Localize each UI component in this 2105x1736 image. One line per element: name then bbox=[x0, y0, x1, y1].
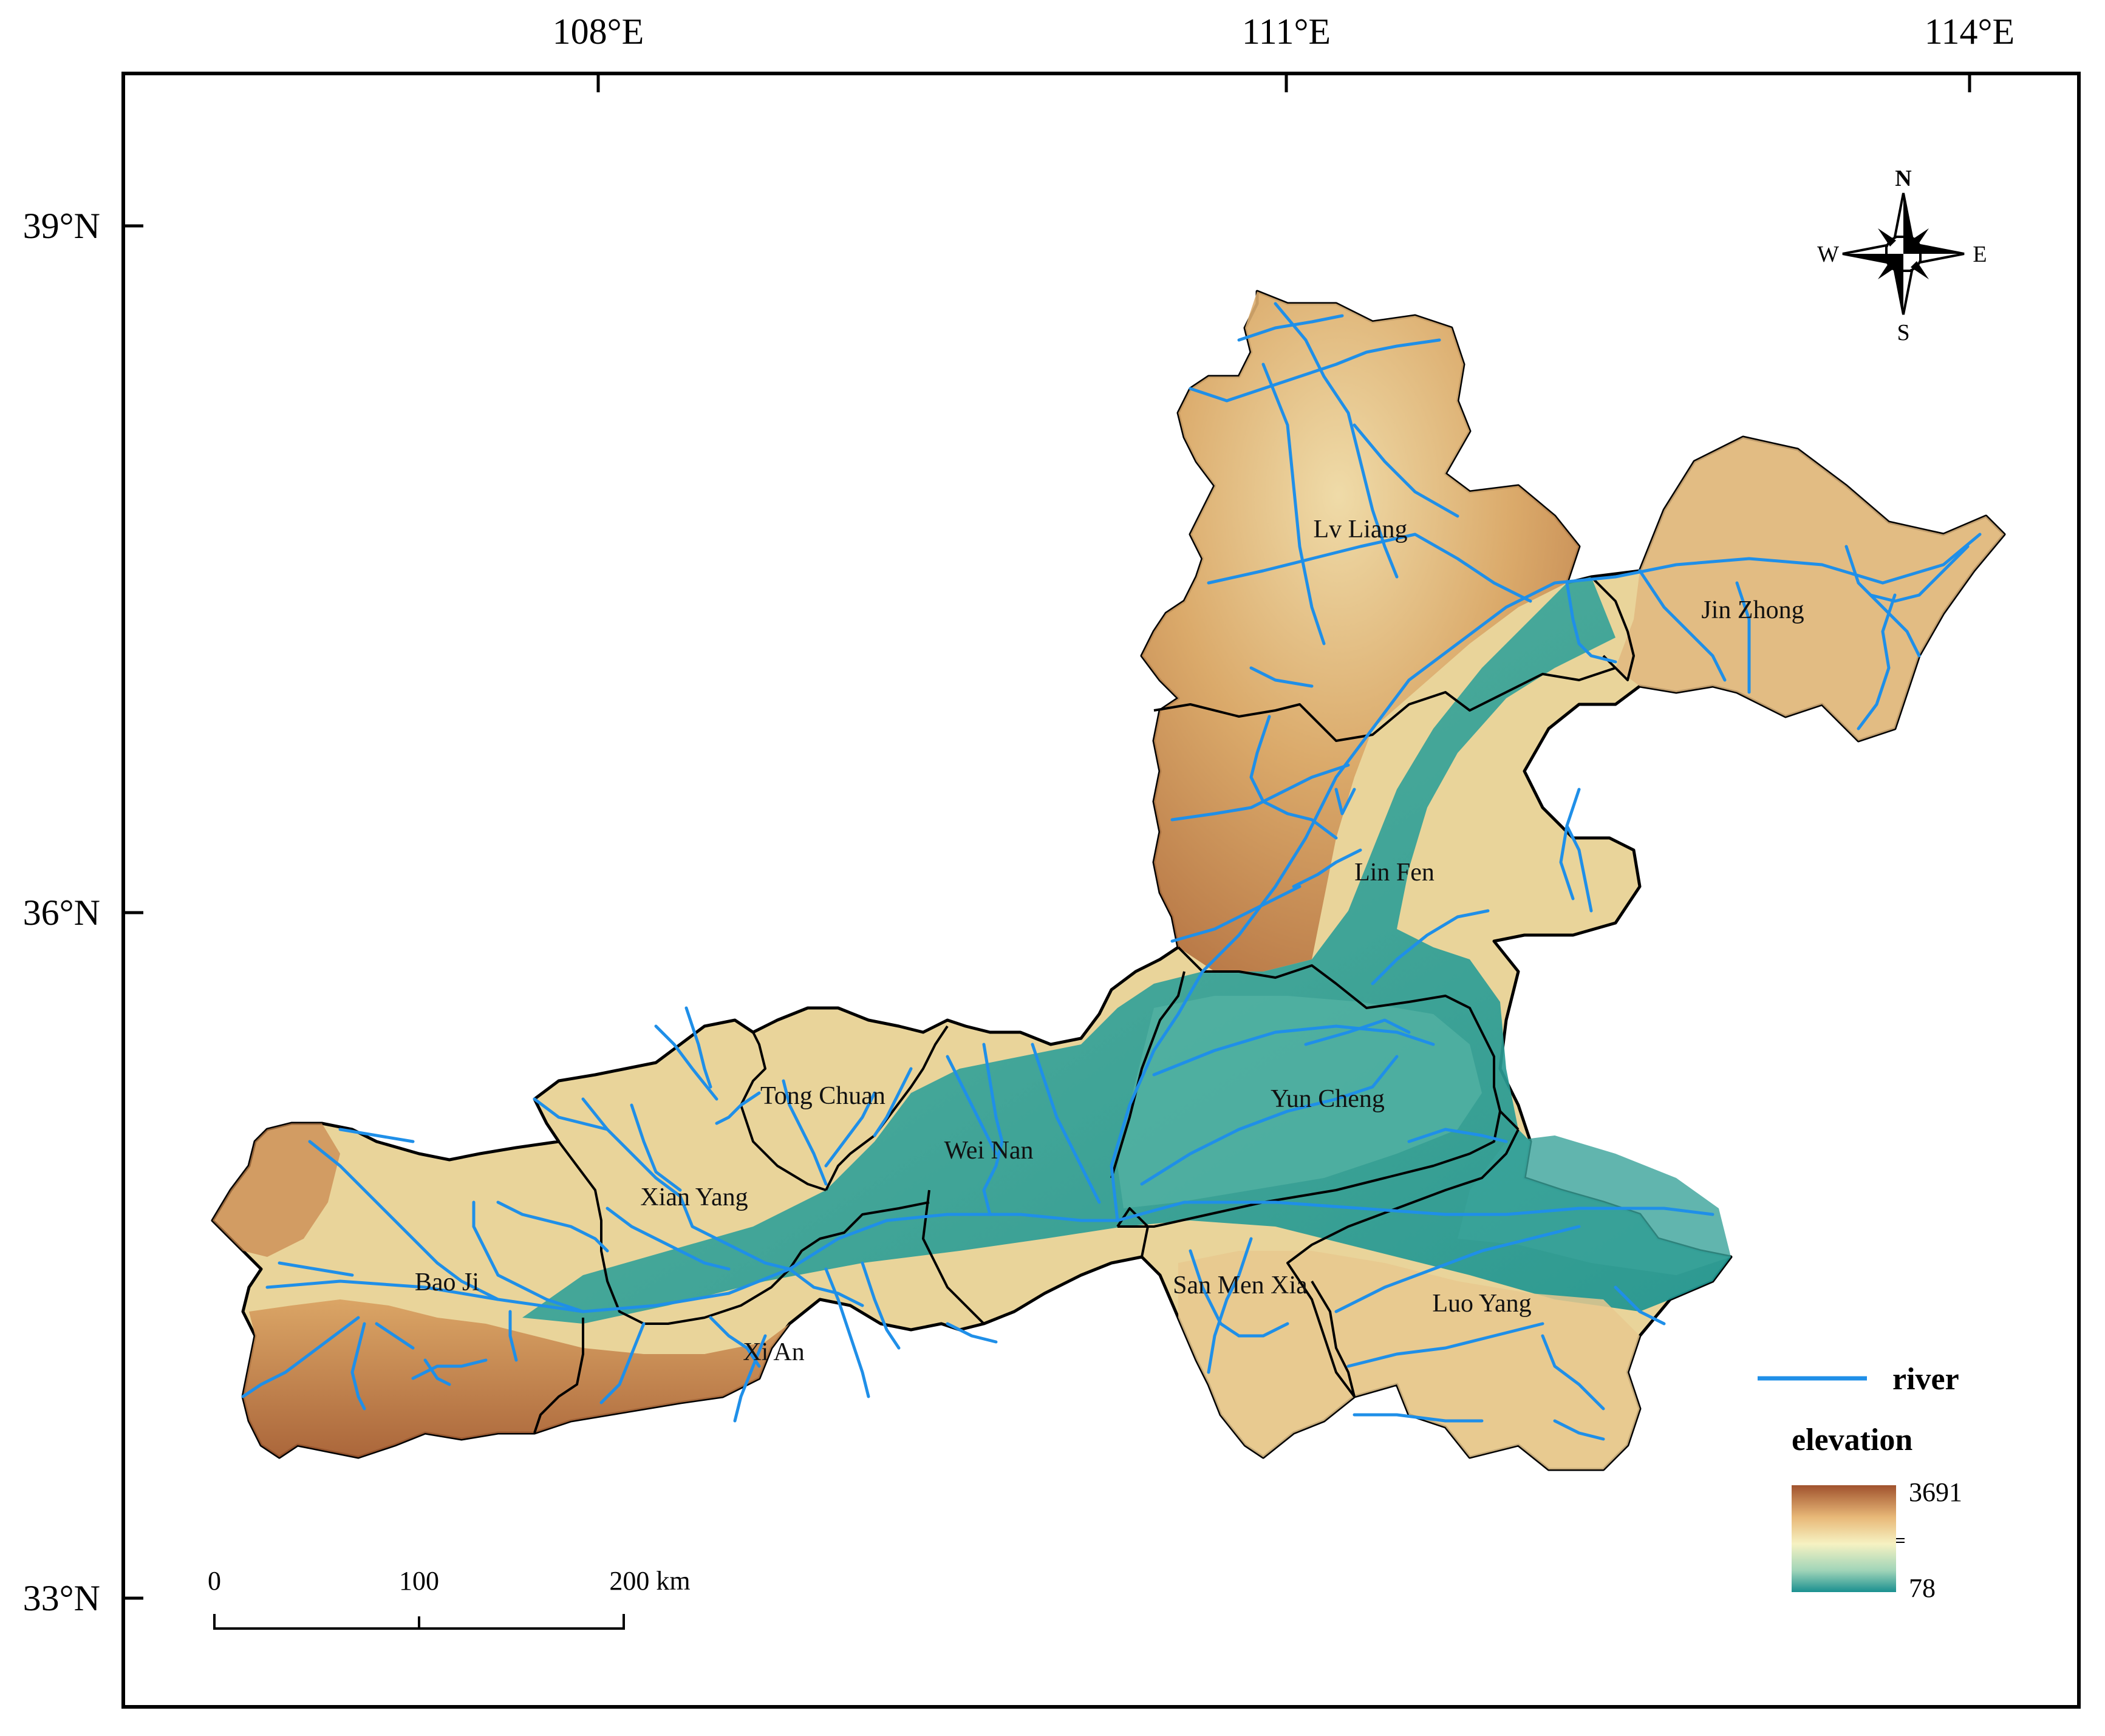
compass-w: W bbox=[1817, 242, 1839, 267]
north-arrow: N S E W bbox=[1817, 166, 1987, 345]
city-label-yun-cheng: Yun Cheng bbox=[1271, 1085, 1385, 1113]
river-network bbox=[241, 302, 1982, 1441]
northern-highland bbox=[1142, 291, 1579, 972]
city-label-jin-zhong: Jin Zhong bbox=[1701, 596, 1804, 624]
legend-elevation-label: elevation bbox=[1792, 1423, 1912, 1457]
compass-n: N bbox=[1895, 166, 1911, 191]
map-frame bbox=[121, 72, 2081, 1709]
lat-label-36: 36°N bbox=[23, 893, 100, 933]
city-label-lv-liang: Lv Liang bbox=[1313, 516, 1407, 543]
scale-label-200: 200 km bbox=[609, 1566, 690, 1596]
compass-s: S bbox=[1897, 320, 1909, 345]
legend-elevation-ramp bbox=[1792, 1485, 1896, 1592]
city-label-xian-yang: Xian Yang bbox=[640, 1183, 748, 1211]
lon-label-114: 114°E bbox=[1925, 12, 2015, 52]
eastern-highland bbox=[1615, 437, 2004, 741]
baoji-highland bbox=[213, 1123, 340, 1257]
legend-river-label: river bbox=[1892, 1362, 1959, 1397]
compass-e: E bbox=[1973, 242, 1987, 267]
lon-label-111: 111°E bbox=[1242, 12, 1331, 52]
city-label-xi-an: Xi An bbox=[743, 1338, 805, 1366]
city-label-bao-ji: Bao Ji bbox=[415, 1268, 479, 1296]
city-label-luo-yang: Luo Yang bbox=[1432, 1290, 1531, 1318]
scale-label-0: 0 bbox=[208, 1566, 221, 1596]
legend-elevation-min: 78 bbox=[1909, 1573, 1936, 1603]
lon-label-108: 108°E bbox=[553, 12, 644, 52]
lat-label-39: 39°N bbox=[23, 206, 100, 246]
yuncheng-basin bbox=[1117, 996, 1482, 1208]
city-labels: Lv Liang Jin Zhong Lin Fen Yun Cheng Ton… bbox=[415, 516, 1804, 1366]
legend-elevation-max: 3691 bbox=[1909, 1477, 1962, 1507]
latitude-axis: 39°N 36°N 33°N bbox=[23, 206, 143, 1618]
map-legend: river elevation 3691 78 bbox=[1758, 1362, 1962, 1603]
longitude-axis: 108°E 111°E 114°E bbox=[553, 12, 2015, 92]
city-label-wei-nan: Wei Nan bbox=[944, 1137, 1033, 1165]
southeast-highland bbox=[1178, 1251, 1640, 1469]
southern-mountains bbox=[243, 1299, 790, 1457]
city-label-san-men-xia: San Men Xia bbox=[1173, 1271, 1308, 1299]
city-label-lin-fen: Lin Fen bbox=[1354, 859, 1435, 887]
city-label-tong-chuan: Tong Chuan bbox=[760, 1082, 885, 1110]
scale-label-100: 100 bbox=[399, 1566, 439, 1596]
scale-bar: 0 100 200 km bbox=[208, 1566, 691, 1630]
lat-label-33: 33°N bbox=[23, 1578, 100, 1618]
